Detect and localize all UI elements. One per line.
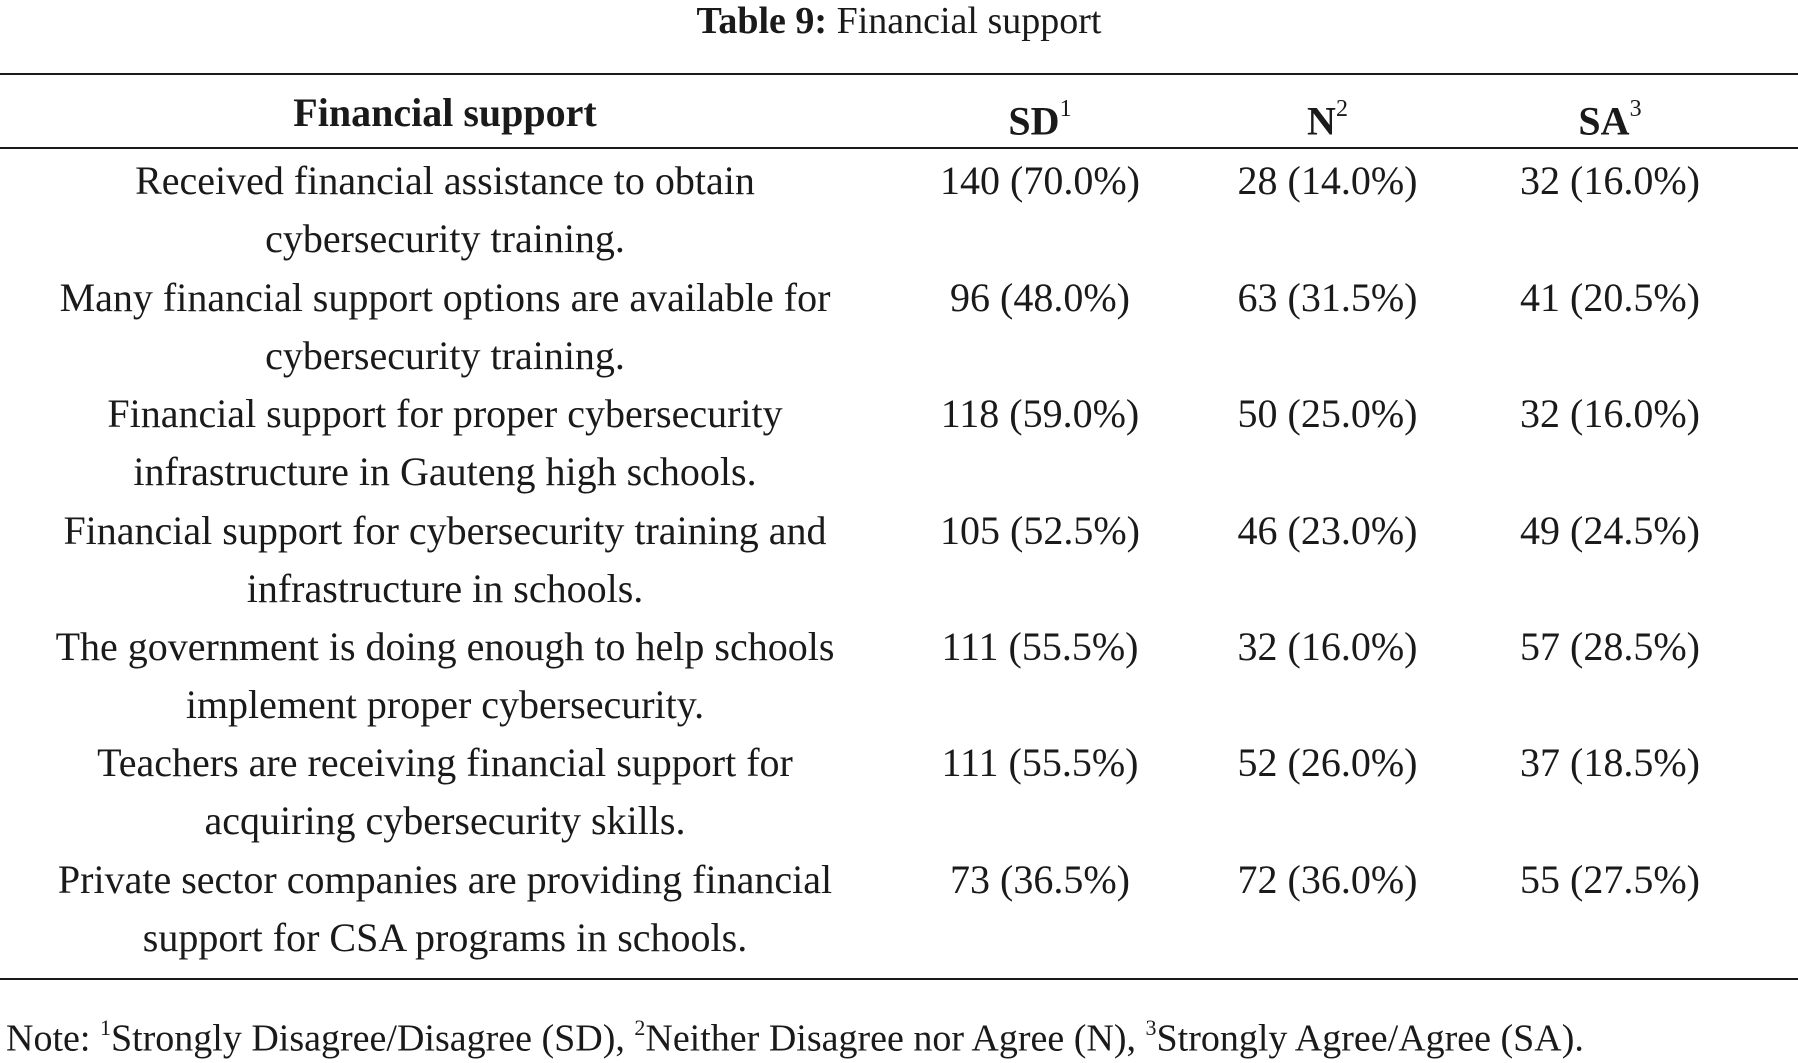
header-sd: SD1 (1008, 96, 1072, 144)
table-row: Private sector companies are providing f… (0, 851, 1798, 967)
row-sd: 140 (70.0%) (940, 158, 1140, 203)
row-item: Received financial assistance to obtain c… (135, 158, 755, 261)
header-n: N2 (1307, 96, 1348, 144)
bottom-rule (0, 978, 1798, 980)
top-rule (0, 73, 1798, 75)
table-header: Financial support SD1 N2 SA3 (0, 84, 1798, 144)
row-n: 28 (14.0%) (1237, 158, 1418, 203)
table-row: Financial support for proper cybersecuri… (0, 385, 1798, 501)
row-item: Many financial support options are avail… (59, 275, 831, 378)
row-sd: 111 (55.5%) (941, 624, 1139, 669)
row-n: 63 (31.5%) (1237, 275, 1418, 320)
row-sd: 73 (36.5%) (950, 857, 1130, 902)
row-sa: 32 (16.0%) (1520, 391, 1700, 436)
row-sa: 32 (16.0%) (1520, 158, 1700, 203)
table-row: Many financial support options are avail… (0, 269, 1798, 385)
row-n: 32 (16.0%) (1237, 624, 1418, 669)
row-n: 50 (25.0%) (1237, 391, 1418, 436)
row-n: 52 (26.0%) (1237, 740, 1418, 785)
row-sd: 118 (59.0%) (940, 391, 1140, 436)
row-sa: 55 (27.5%) (1520, 857, 1700, 902)
row-n: 72 (36.0%) (1237, 857, 1418, 902)
table-note: Note: 1Strongly Disagree/Disagree (SD), … (6, 1015, 1584, 1060)
caption-label: Table 9: (696, 0, 828, 42)
row-item: The government is doing enough to help s… (55, 624, 835, 727)
row-sd: 96 (48.0%) (950, 275, 1130, 320)
table-row: Received financial assistance to obtain c… (0, 152, 1798, 268)
table-row: Teachers are receiving financial support… (0, 734, 1798, 850)
table-caption: Table 9: Financial support (0, 0, 1798, 42)
header-sa: SA3 (1578, 96, 1642, 144)
row-item: Financial support for cybersecurity trai… (63, 508, 827, 611)
row-item: Financial support for proper cybersecuri… (107, 391, 783, 494)
row-item: Private sector companies are providing f… (57, 857, 833, 960)
header-financial-support: Financial support (293, 90, 597, 135)
header-rule (0, 147, 1798, 149)
row-n: 46 (23.0%) (1237, 508, 1418, 553)
row-sd: 105 (52.5%) (940, 508, 1140, 553)
row-sa: 57 (28.5%) (1520, 624, 1700, 669)
row-sd: 111 (55.5%) (941, 740, 1139, 785)
row-sa: 49 (24.5%) (1520, 508, 1700, 553)
row-sa: 37 (18.5%) (1520, 740, 1700, 785)
row-item: Teachers are receiving financial support… (97, 740, 793, 843)
row-sa: 41 (20.5%) (1520, 275, 1700, 320)
table-row: Financial support for cybersecurity trai… (0, 502, 1798, 618)
caption-title: Financial support (836, 0, 1102, 42)
table-row: The government is doing enough to help s… (0, 618, 1798, 734)
